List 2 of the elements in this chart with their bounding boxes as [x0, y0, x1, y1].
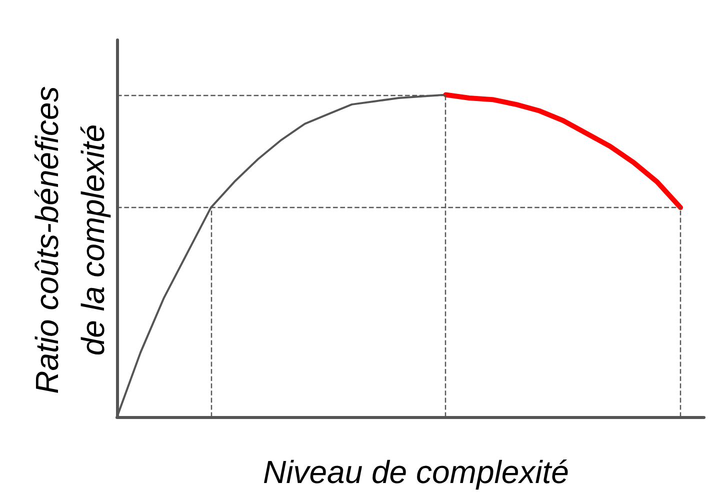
y-axis-title: Ratio coûts-bénéfices de la complexité — [29, 86, 111, 394]
x-axis-title: Niveau de complexité — [263, 454, 569, 490]
